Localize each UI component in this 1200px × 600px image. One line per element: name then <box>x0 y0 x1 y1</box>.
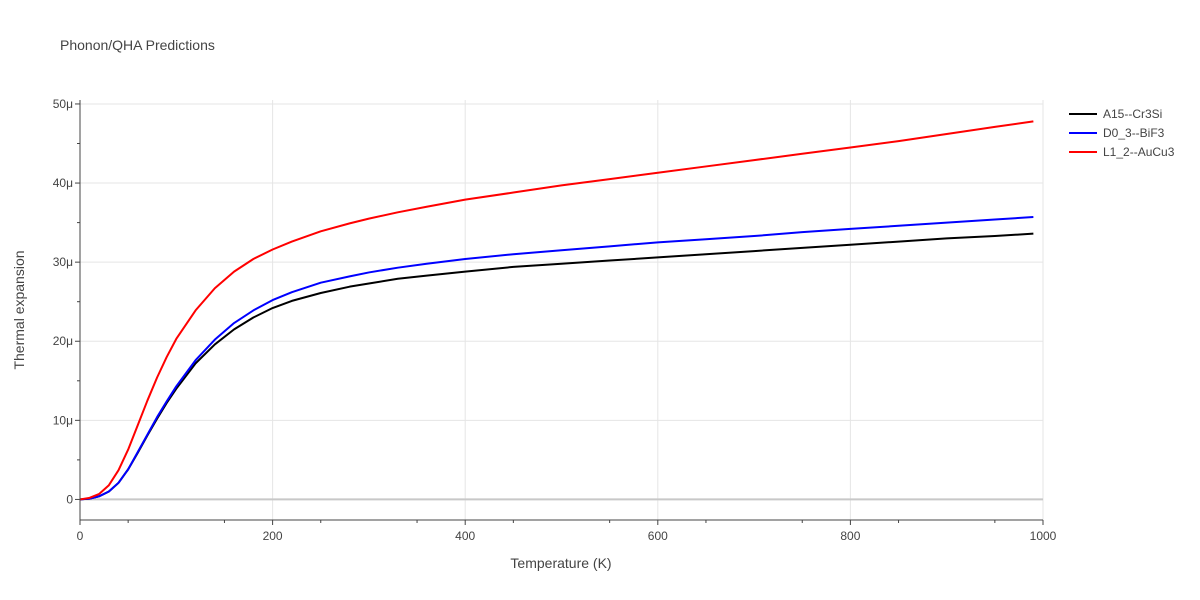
x-tick-label: 0 <box>77 529 84 543</box>
y-tick-label: 10μ <box>53 413 73 427</box>
legend-label: D0_3--BiF3 <box>1103 126 1165 140</box>
x-ticks: 0 200 400 600 800 1000 <box>77 520 1057 543</box>
x-tick-label: 600 <box>648 529 668 543</box>
legend-label: A15--Cr3Si <box>1103 107 1162 121</box>
y-tick-label: 50μ <box>53 97 73 111</box>
x-tick-label: 800 <box>840 529 860 543</box>
x-axis-title: Temperature (K) <box>510 555 611 571</box>
series-line-2 <box>79 216 1034 501</box>
grid <box>80 100 1044 520</box>
axes <box>79 100 1043 521</box>
series-lines <box>79 120 1034 501</box>
y-ticks: 0 10μ 20μ 30μ 40μ 50μ <box>53 97 80 506</box>
x-tick-label: 400 <box>455 529 475 543</box>
x-tick-label: 1000 <box>1030 529 1057 543</box>
y-tick-label: 20μ <box>53 334 73 348</box>
series-line-1 <box>79 232 1034 501</box>
x-tick-label: 200 <box>263 529 283 543</box>
legend: A15--Cr3Si D0_3--BiF3 L1_2--AuCu3 <box>1069 107 1175 159</box>
legend-label: L1_2--AuCu3 <box>1103 145 1175 159</box>
y-tick-label: 30μ <box>53 255 73 269</box>
y-axis-title: Thermal expansion <box>11 250 27 369</box>
series-line-3 <box>79 120 1034 501</box>
y-tick-label: 40μ <box>53 176 73 190</box>
y-tick-label: 0 <box>66 492 73 506</box>
chart-title: Phonon/QHA Predictions <box>60 37 215 53</box>
